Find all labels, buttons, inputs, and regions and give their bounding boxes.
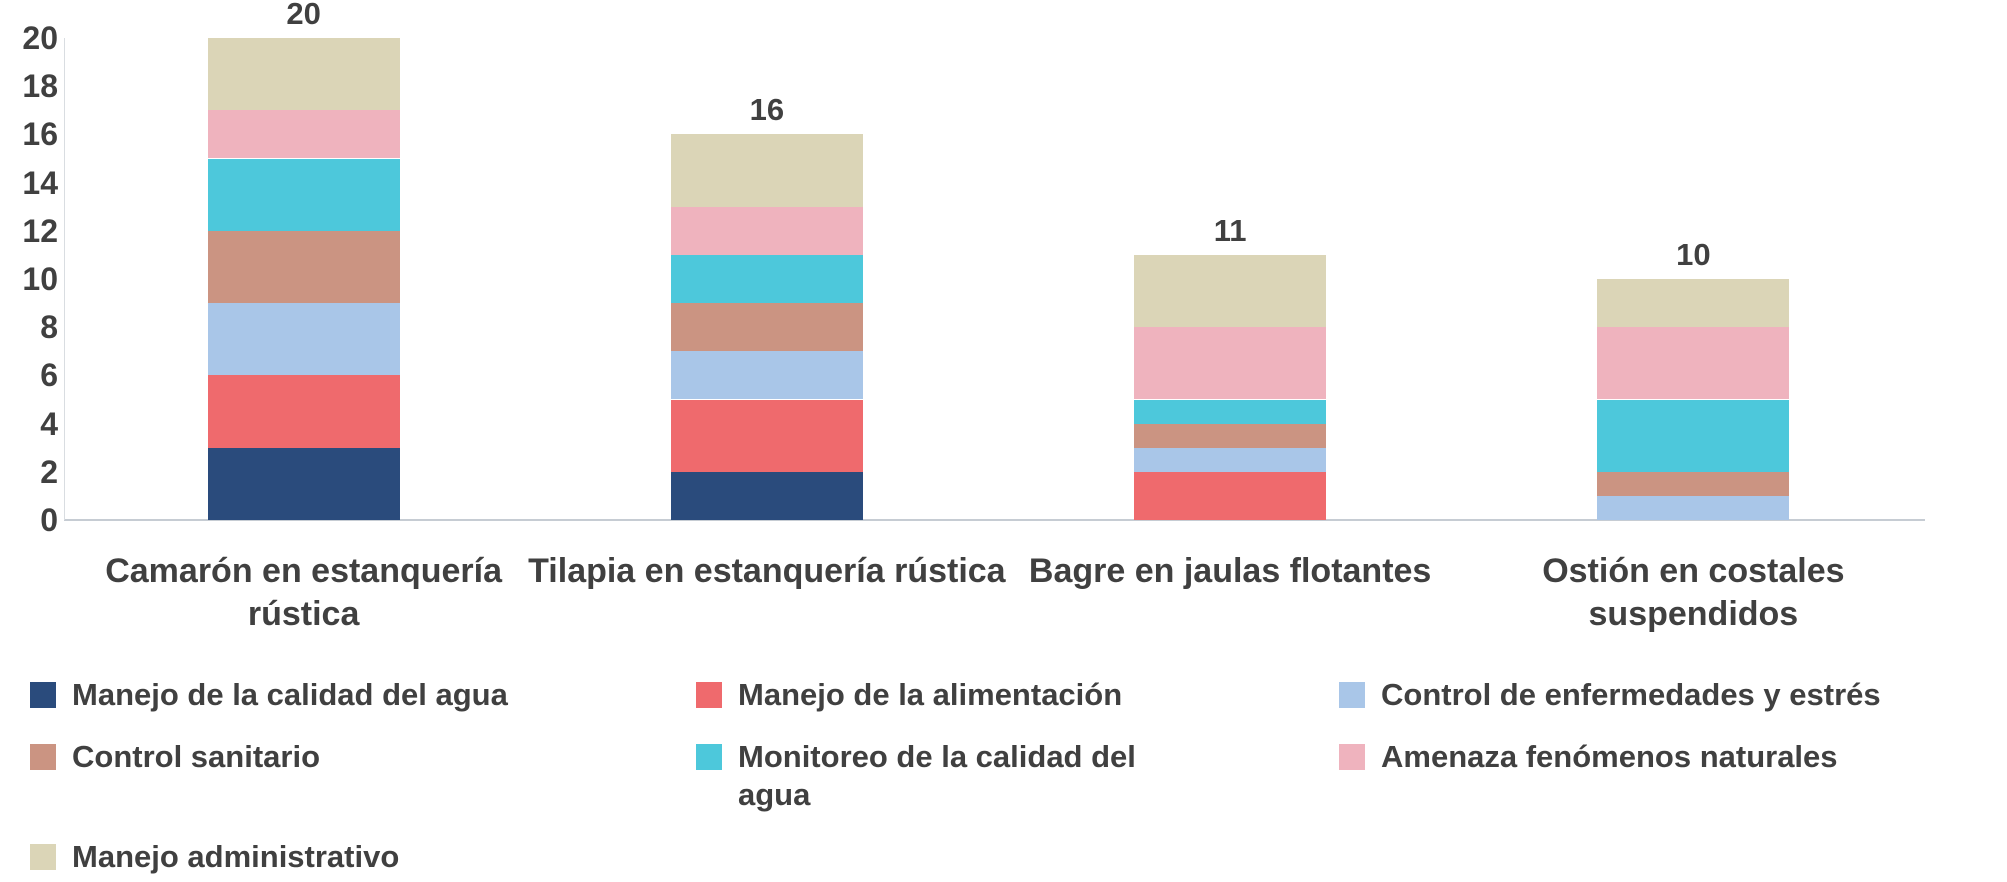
legend-label: Manejo de la alimentación	[738, 677, 1123, 712]
bar-segment	[670, 254, 863, 304]
bar-segment	[1597, 327, 1790, 400]
legend-label: Monitoreo de la calidad del agua	[738, 739, 1136, 812]
legend-label: Control sanitario	[72, 739, 321, 774]
x-axis-category-label: Tilapia en estanquería rústica	[528, 552, 1006, 590]
legend-swatch	[696, 682, 722, 708]
bar-total-label: 10	[1676, 237, 1711, 272]
y-axis-tick-label: 18	[22, 68, 58, 105]
bar-segment	[1134, 423, 1327, 448]
bar-segment	[670, 471, 863, 520]
legend-swatch	[1339, 744, 1365, 770]
legend-swatch	[30, 844, 56, 870]
bar-segment	[1134, 327, 1327, 400]
legend-swatch	[1339, 682, 1365, 708]
y-axis-tick-label: 6	[40, 357, 58, 394]
x-axis-category-label: Bagre en jaulas flotantes	[1028, 552, 1432, 590]
bar-total-label: 11	[1213, 212, 1247, 248]
x-axis-line	[64, 519, 1925, 521]
y-axis-tick-label: 0	[40, 502, 58, 538]
y-axis-tick-label: 8	[40, 309, 58, 346]
legend-item: Control de enfermedades y estrés	[1339, 676, 1980, 714]
bar-segment	[1597, 495, 1790, 520]
chart-legend: Manejo de la calidad del agua Manejo de l…	[30, 676, 1980, 876]
legend-label: Amenaza fenómenos naturales	[1381, 739, 1838, 774]
bar-segment	[1134, 254, 1327, 328]
bar-segment	[207, 158, 400, 231]
bar-segment	[1597, 399, 1790, 472]
x-axis-category-label: Ostión en costales suspendidos	[1542, 552, 1845, 633]
y-axis-tick-label: 4	[40, 405, 58, 442]
bar-segment	[207, 110, 400, 159]
legend-swatch	[30, 744, 56, 770]
bar-segment	[207, 447, 400, 520]
bar-segment	[1597, 471, 1790, 496]
legend-item: Monitoreo de la calidad del agua	[696, 738, 1339, 814]
bar-total-label: 20	[286, 0, 321, 31]
y-axis-tick-label: 16	[22, 116, 58, 153]
bar-segment	[1134, 399, 1327, 424]
y-axis-line	[64, 38, 65, 520]
legend-swatch	[30, 682, 56, 708]
legend-item: Manejo de la alimentación	[696, 676, 1339, 714]
bar-segment	[207, 230, 400, 304]
legend-label: Manejo administrativo	[72, 839, 400, 874]
legend-item: Control sanitario	[30, 738, 696, 776]
bar-segment	[670, 303, 863, 352]
bar-segment	[1134, 471, 1327, 520]
y-axis-tick-label: 10	[22, 261, 58, 297]
y-axis-tick-label: 20	[22, 20, 58, 56]
bar-segment	[670, 206, 863, 255]
bar-segment	[207, 38, 400, 111]
bar-segment	[1597, 279, 1790, 328]
bar-segment	[207, 375, 400, 448]
bar-total-label: 16	[749, 92, 785, 128]
y-axis-tick-label: 12	[22, 212, 58, 249]
legend-item: Manejo de la calidad del agua	[30, 676, 696, 714]
legend-label: Manejo de la calidad del agua	[72, 677, 508, 712]
legend-item: Manejo administrativo	[30, 838, 696, 876]
y-axis-tick-label: 14	[22, 164, 58, 201]
legend-item: Amenaza fenómenos naturales	[1339, 738, 1980, 776]
bar-segment	[670, 351, 863, 400]
legend-swatch	[696, 744, 722, 770]
legend-label: Control de enfermedades y estrés	[1381, 677, 1881, 712]
bar-segment	[670, 399, 863, 472]
bar-segment	[670, 134, 863, 207]
x-axis-category-label: Camarón en estanquería rústica	[105, 552, 503, 633]
bar-segment	[1134, 447, 1327, 472]
bar-segment	[207, 303, 400, 376]
y-axis-tick-label: 2	[40, 453, 58, 490]
